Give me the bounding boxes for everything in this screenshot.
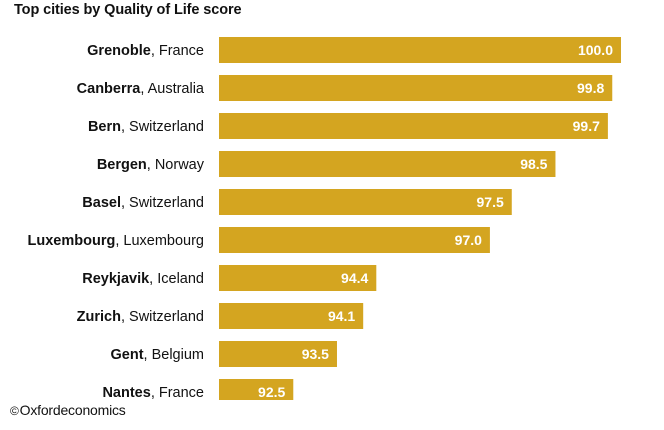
bar-nantes: [219, 379, 294, 400]
country-name: , France: [151, 43, 204, 59]
country-name: , Luxembourg: [115, 233, 204, 249]
category-label: Canberra, Australia: [77, 81, 205, 97]
city-name: Basel: [82, 195, 121, 211]
city-name: Bern: [88, 119, 121, 135]
source-credit: ©Oxfordeconomics: [10, 402, 126, 418]
bar-value-label: 94.4: [341, 270, 368, 286]
category-label: Bern, Switzerland: [88, 119, 204, 135]
bar-value-label: 99.7: [573, 118, 600, 134]
bar-value-label: 99.8: [577, 80, 604, 96]
city-name: Grenoble: [87, 43, 151, 59]
category-label: Zurich, Switzerland: [77, 309, 204, 325]
bar-gent: [219, 341, 337, 367]
bar-zurich: [219, 303, 364, 329]
bar-bern: [219, 113, 608, 139]
category-label: Bergen, Norway: [97, 157, 205, 173]
bar-value-label: 92.5: [258, 384, 285, 400]
country-name: , Australia: [140, 81, 205, 97]
category-label: Grenoble, France: [87, 43, 204, 59]
country-name: , Switzerland: [121, 119, 204, 135]
credit-text: Oxfordeconomics: [19, 402, 126, 418]
city-name: Luxembourg: [28, 233, 116, 249]
country-name: , Belgium: [144, 347, 204, 363]
bar-canberra: [219, 75, 613, 101]
city-name: Gent: [111, 347, 144, 363]
country-name: , Norway: [147, 157, 205, 173]
country-name: , Switzerland: [121, 195, 204, 211]
category-label: Basel, Switzerland: [82, 195, 204, 211]
category-label: Reykjavik, Iceland: [82, 271, 204, 287]
city-name: Bergen: [97, 157, 147, 173]
category-label: Luxembourg, Luxembourg: [28, 233, 204, 249]
bar-bergen: [219, 151, 556, 177]
city-name: Canberra: [77, 81, 142, 97]
city-name: Zurich: [77, 309, 121, 325]
chart-title: Top cities by Quality of Life score: [14, 2, 242, 18]
bar-grenoble: [219, 37, 621, 63]
bar-value-label: 98.5: [520, 156, 547, 172]
bar-value-label: 100.0: [578, 42, 613, 58]
city-name: Nantes: [102, 385, 150, 400]
city-name: Reykjavik: [82, 271, 150, 287]
country-name: , Iceland: [149, 271, 204, 287]
bar-reykjavik: [219, 265, 377, 291]
category-label: Nantes, France: [102, 385, 204, 400]
country-name: , France: [151, 385, 204, 400]
bar-basel: [219, 189, 512, 215]
bar-value-label: 93.5: [302, 346, 329, 362]
bar-luxembourg: [219, 227, 490, 253]
copyright-icon: ©: [10, 404, 19, 418]
country-name: , Switzerland: [121, 309, 204, 325]
bar-value-label: 94.1: [328, 308, 355, 324]
bar-value-label: 97.0: [455, 232, 482, 248]
category-label: Gent, Belgium: [111, 347, 204, 363]
bar-value-label: 97.5: [477, 194, 504, 210]
